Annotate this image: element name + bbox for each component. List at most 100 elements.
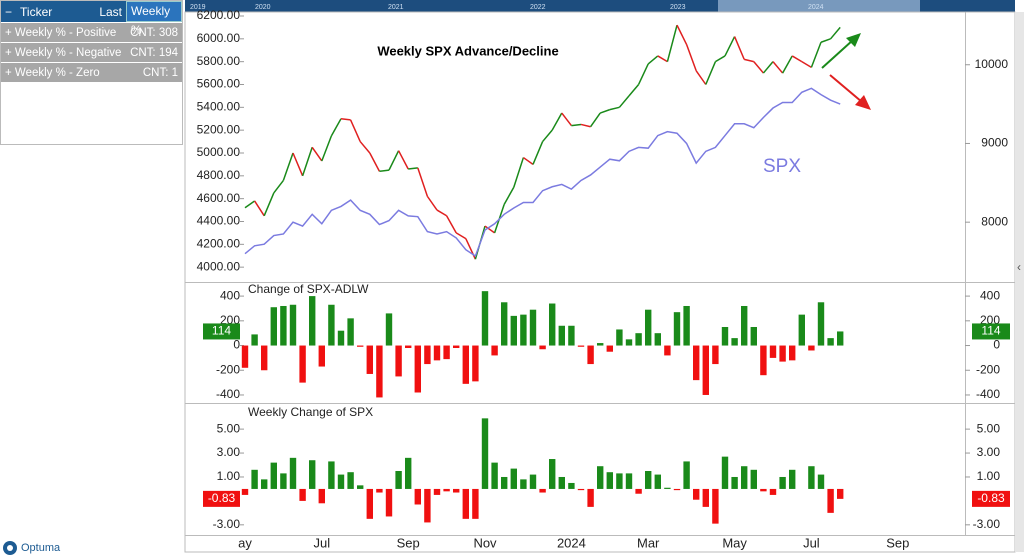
line-segment [273,179,284,194]
y-tick-label: 5400.00 [197,99,241,113]
bar [347,472,354,489]
bar [318,488,325,504]
bar [693,345,700,381]
bar [568,325,575,346]
bar [424,488,431,523]
col-last[interactable]: Last [99,4,123,19]
bar [337,330,345,346]
line-segment [561,112,572,127]
y2-tick-label: 8000 [981,214,1008,228]
line-segment [417,167,429,197]
bar [405,345,412,349]
bar [664,487,671,489]
bar [702,488,709,507]
bar [606,345,613,352]
arrow-up [821,33,861,69]
row[interactable]: + Weekly % - Negative CNT: 194 [1,43,182,62]
line-segment [551,112,563,131]
current-badge [203,490,240,507]
bar [366,488,373,519]
bar [481,291,489,346]
bar [817,302,825,346]
bar [760,488,767,492]
bar [510,468,517,489]
bar [241,345,249,368]
bar [318,345,325,367]
navigator-window[interactable] [718,0,920,12]
bar [481,418,489,489]
bar [558,325,565,346]
bar [376,488,383,493]
bar [645,470,652,489]
x-tick-label: Sep [886,535,909,550]
bar [366,345,373,374]
line-segment [455,232,467,240]
line-segment [542,129,553,143]
row-count: CNT: 308 [130,26,178,39]
x-tick-label: Sep [397,535,420,550]
bar [741,466,748,489]
bar [261,479,268,489]
line-segment [301,147,313,177]
line-segment [282,152,294,181]
current-badge [972,490,1010,507]
collapse-arrow[interactable]: ‹ [1017,260,1021,274]
line-segment [359,141,371,154]
bar [789,345,796,361]
bar [673,488,681,491]
y2-tick-label: 0 [993,338,1000,352]
bar [501,302,508,346]
bar [501,476,508,489]
bar [789,469,796,489]
bar [769,345,777,358]
bar [741,305,748,346]
col-ticker[interactable]: Ticker [20,4,53,19]
bar [683,305,690,346]
row[interactable]: + Weekly % - Positive CNT: 308 [1,23,182,42]
line-segment [503,186,515,205]
line-segment [762,61,774,74]
bar [769,488,777,495]
line-segment [349,119,361,142]
line-segment [695,70,707,85]
bar [731,476,738,489]
bar [529,474,537,489]
bar [433,345,441,361]
bar [558,476,565,489]
bar [731,338,738,346]
bar [309,296,316,346]
bar [693,488,700,500]
y-tick-label: 5000.00 [197,145,241,159]
bar [606,472,613,489]
bar [808,345,815,351]
bar [529,309,537,346]
logo-icon [3,541,17,555]
line-segment [724,36,736,57]
y-tick-label: 4800.00 [197,168,241,182]
bar [712,345,719,365]
bar [798,314,805,346]
nav-label: 2020 [255,4,271,11]
line-segment [244,200,256,209]
collapse[interactable]: − [5,4,13,19]
line-segment [445,215,457,234]
bar [472,345,479,382]
bar [251,334,258,346]
line-segment [801,61,812,69]
bar [453,488,460,493]
line-segment [810,41,822,68]
bar [779,476,786,489]
bar [337,474,345,489]
nav-label: 2019 [190,4,206,11]
y-tick-label: 5200.00 [197,122,241,136]
col-weekly[interactable]: Weekly % [126,1,182,37]
line-segment [426,195,438,211]
bar [712,488,719,524]
line-segment [397,150,409,170]
bar [328,461,335,489]
scrollbar[interactable] [1015,12,1024,552]
bar [760,345,767,376]
y-tick-label: 5.00 [217,421,241,435]
current-label: -0.83 [977,491,1005,505]
row[interactable]: + Weekly % - Zero CNT: 1 [1,63,182,82]
